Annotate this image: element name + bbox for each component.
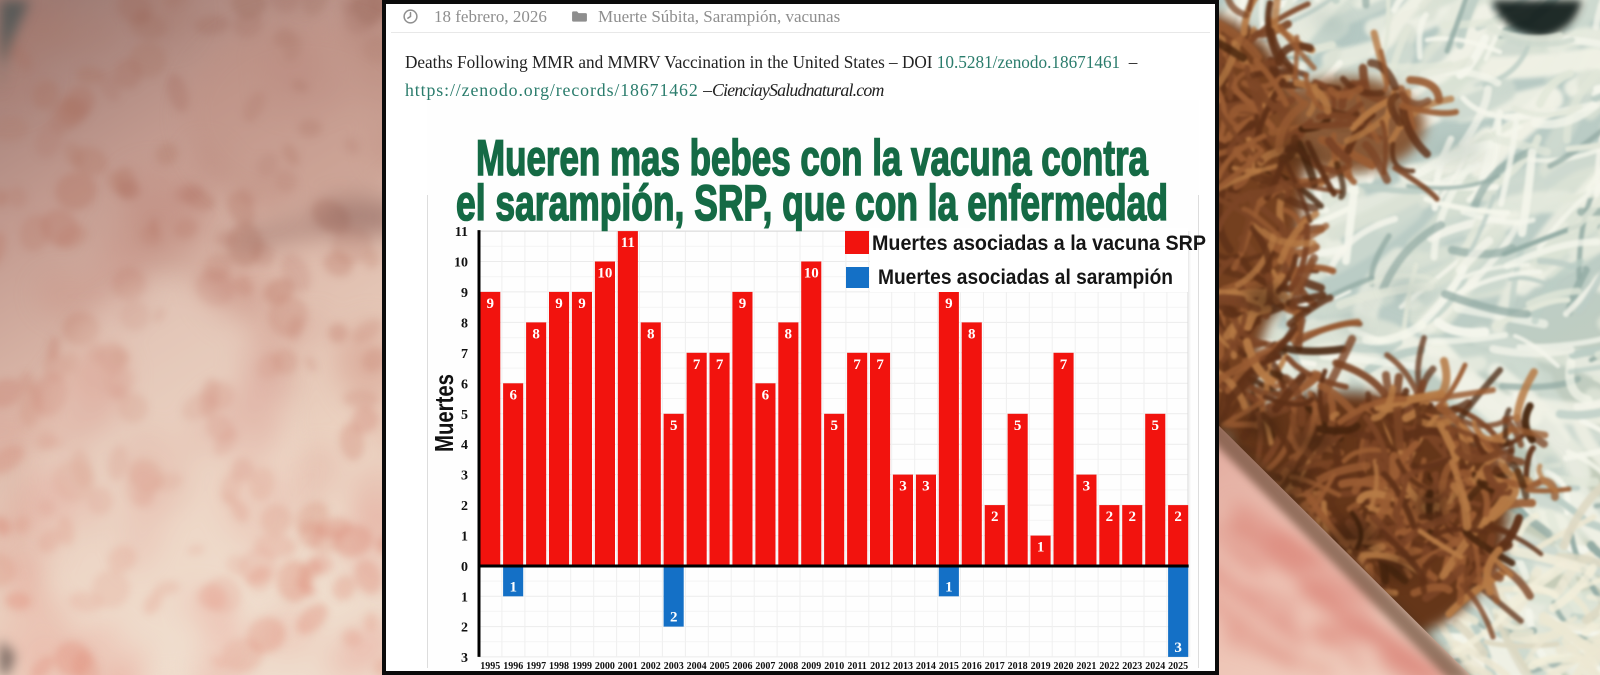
- svg-text:1: 1: [461, 530, 468, 545]
- svg-text:2000: 2000: [595, 661, 615, 670]
- svg-text:11: 11: [621, 235, 635, 251]
- svg-text:2017: 2017: [985, 661, 1005, 670]
- svg-text:4: 4: [461, 438, 468, 453]
- svg-text:2: 2: [1106, 509, 1114, 525]
- svg-text:7: 7: [716, 357, 724, 373]
- svg-text:8: 8: [461, 316, 468, 331]
- svg-text:5: 5: [1014, 418, 1022, 434]
- svg-text:10: 10: [804, 266, 819, 282]
- svg-text:el sarampión, SRP, que con la: el sarampión, SRP, que con la enfermedad: [456, 175, 1168, 231]
- svg-text:7: 7: [693, 357, 701, 373]
- svg-text:2006: 2006: [733, 661, 753, 670]
- svg-text:1999: 1999: [572, 661, 592, 670]
- svg-text:2003: 2003: [664, 661, 684, 670]
- svg-text:1: 1: [509, 579, 517, 595]
- svg-text:2009: 2009: [801, 661, 821, 670]
- svg-text:9: 9: [739, 296, 747, 312]
- svg-text:3: 3: [1174, 640, 1182, 656]
- svg-text:Muertes: Muertes: [429, 374, 459, 452]
- svg-text:1: 1: [1037, 540, 1045, 556]
- svg-text:Mueren mas bebes con la vacuna: Mueren mas bebes con la vacuna contra: [476, 130, 1149, 186]
- svg-text:2010: 2010: [824, 661, 844, 670]
- svg-text:2: 2: [991, 509, 999, 525]
- svg-text:2011: 2011: [847, 661, 866, 670]
- svg-text:6: 6: [762, 387, 770, 403]
- svg-text:6: 6: [461, 377, 468, 392]
- svg-text:7: 7: [1060, 357, 1068, 373]
- svg-text:3: 3: [461, 469, 468, 484]
- svg-text:2020: 2020: [1054, 661, 1074, 670]
- svg-text:2022: 2022: [1099, 661, 1119, 670]
- svg-text:2024: 2024: [1145, 661, 1165, 670]
- svg-text:9: 9: [945, 296, 953, 312]
- svg-text:9: 9: [555, 296, 563, 312]
- svg-text:2023: 2023: [1122, 661, 1142, 670]
- svg-text:2: 2: [461, 499, 468, 514]
- svg-text:10: 10: [454, 256, 468, 271]
- svg-text:1996: 1996: [503, 661, 523, 670]
- svg-text:2016: 2016: [962, 661, 982, 670]
- svg-text:9: 9: [461, 286, 468, 301]
- svg-text:2021: 2021: [1076, 661, 1096, 670]
- svg-text:2018: 2018: [1008, 661, 1028, 670]
- svg-text:9: 9: [578, 296, 586, 312]
- svg-text:5: 5: [830, 418, 838, 434]
- svg-text:3: 3: [461, 651, 468, 666]
- svg-text:8: 8: [647, 326, 655, 342]
- svg-text:7: 7: [853, 357, 861, 373]
- svg-text:1: 1: [945, 579, 953, 595]
- svg-text:7: 7: [876, 357, 884, 373]
- svg-text:1998: 1998: [549, 661, 569, 670]
- svg-text:2014: 2014: [916, 661, 936, 670]
- svg-text:2: 2: [670, 610, 678, 626]
- svg-text:2008: 2008: [778, 661, 798, 670]
- svg-text:1997: 1997: [526, 661, 546, 670]
- svg-text:2: 2: [1174, 509, 1182, 525]
- svg-text:9: 9: [486, 296, 494, 312]
- svg-text:2007: 2007: [755, 661, 775, 670]
- svg-text:2025: 2025: [1168, 661, 1188, 670]
- svg-text:2: 2: [461, 621, 468, 636]
- svg-text:Muertes asociadas al sarampión: Muertes asociadas al sarampión: [878, 266, 1173, 289]
- svg-text:2015: 2015: [939, 661, 959, 670]
- svg-text:11: 11: [455, 225, 468, 240]
- svg-text:2019: 2019: [1031, 661, 1051, 670]
- svg-text:6: 6: [509, 387, 517, 403]
- svg-text:0: 0: [461, 560, 468, 575]
- svg-text:2013: 2013: [893, 661, 913, 670]
- svg-text:5: 5: [1151, 418, 1159, 434]
- svg-text:2002: 2002: [641, 661, 661, 670]
- svg-text:8: 8: [532, 326, 540, 342]
- svg-text:5: 5: [461, 408, 468, 423]
- svg-text:Muertes asociadas a la vacuna: Muertes asociadas a la vacuna SRP: [872, 232, 1206, 255]
- svg-text:3: 3: [899, 479, 907, 495]
- svg-text:2001: 2001: [618, 661, 638, 670]
- svg-text:3: 3: [1083, 479, 1091, 495]
- svg-text:8: 8: [968, 326, 976, 342]
- svg-text:10: 10: [597, 266, 612, 282]
- svg-text:5: 5: [670, 418, 678, 434]
- svg-text:2012: 2012: [870, 661, 890, 670]
- svg-text:2004: 2004: [687, 661, 707, 670]
- svg-text:3: 3: [922, 479, 930, 495]
- svg-text:2: 2: [1129, 509, 1137, 525]
- svg-text:8: 8: [785, 326, 793, 342]
- svg-text:2005: 2005: [710, 661, 730, 670]
- svg-text:1995: 1995: [480, 661, 500, 670]
- svg-text:7: 7: [461, 347, 468, 362]
- svg-text:1: 1: [461, 590, 468, 605]
